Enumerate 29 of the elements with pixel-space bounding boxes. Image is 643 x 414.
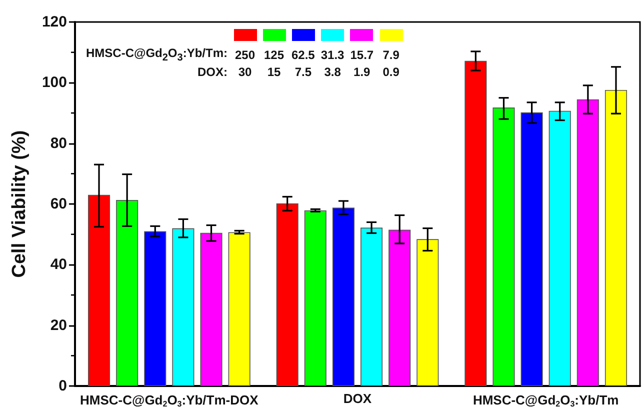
text: DOX: 30 15 7.5 3.8 1.9 0.9 <box>198 65 400 80</box>
bar <box>200 232 222 386</box>
bar <box>520 112 543 386</box>
x-tick-label: DOX <box>343 391 372 406</box>
bar <box>576 99 599 386</box>
bar <box>604 90 628 386</box>
bar <box>548 110 571 386</box>
y-tick-label: 40 <box>50 256 67 274</box>
y-tick-label: 0 <box>58 378 67 394</box>
bar <box>116 200 138 386</box>
bar <box>172 228 194 386</box>
y-tick-label: 80 <box>50 134 67 152</box>
bar <box>276 203 298 386</box>
bar <box>88 194 110 386</box>
bar <box>464 60 487 386</box>
bar <box>360 228 383 386</box>
y-axis-title: Cell Viability (%) <box>9 130 30 278</box>
bar <box>416 239 439 386</box>
bar <box>492 108 515 386</box>
text: HMSC-C@Gd$_{2}$O$_{3}$:Yb/Tm: 250 125 62.5 31.3 15.7 7.9 <box>86 46 400 64</box>
y-tick-label: 20 <box>50 316 67 334</box>
bar <box>388 230 411 386</box>
y-tick-label: 120 <box>42 14 67 30</box>
bar <box>332 208 354 386</box>
bar <box>228 232 250 386</box>
bar <box>144 231 166 386</box>
y-tick-label: 100 <box>42 74 67 92</box>
bar <box>304 210 326 386</box>
y-tick-label: 60 <box>50 196 67 212</box>
